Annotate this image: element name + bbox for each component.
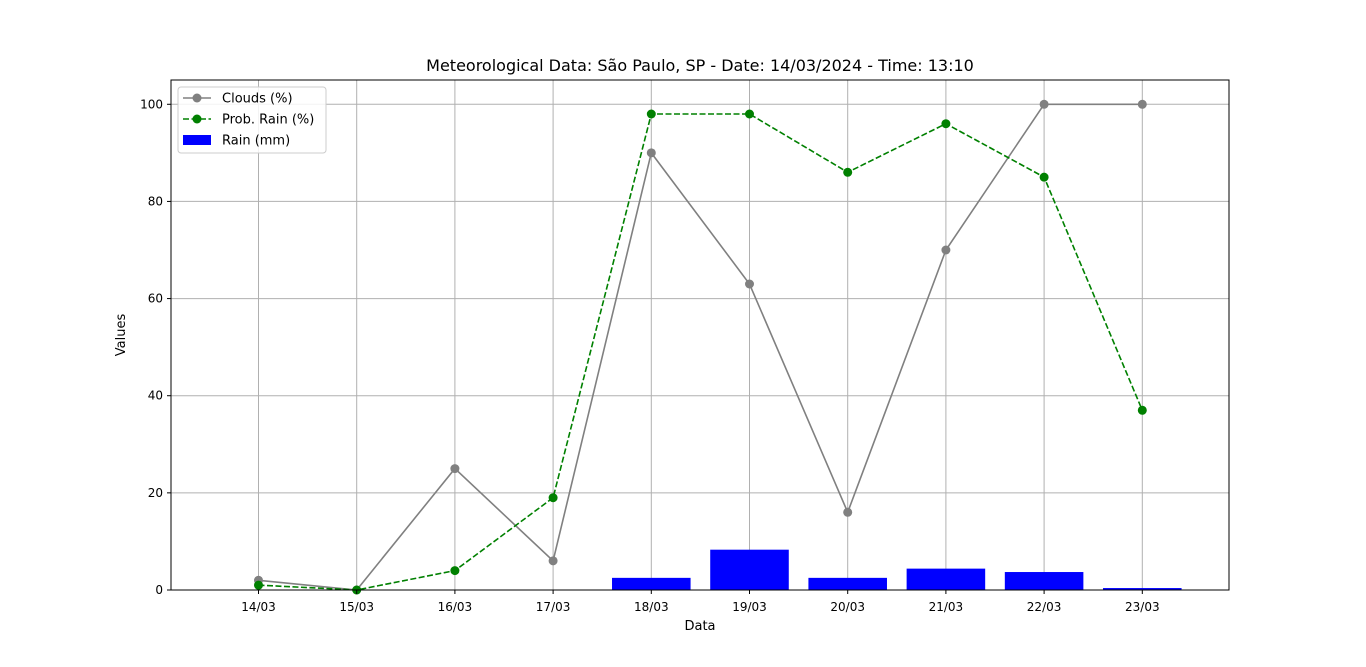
legend-label: Prob. Rain (%)	[222, 113, 314, 128]
x-tick-label: 23/03	[1125, 600, 1160, 614]
legend-label: Rain (mm)	[222, 134, 290, 149]
series-point	[1039, 172, 1049, 182]
x-tick-label: 18/03	[634, 600, 669, 614]
series-point	[941, 119, 951, 129]
legend-items: Clouds (%) Prob. Rain (%) Rain (mm)	[183, 92, 314, 149]
x-tick-label: 22/03	[1027, 600, 1062, 614]
line-series	[254, 99, 1147, 595]
legend-box	[177, 86, 327, 154]
series-point	[548, 493, 558, 503]
series-point	[941, 245, 951, 255]
y-axis-label: Values	[114, 314, 129, 357]
series-point	[745, 109, 754, 119]
bar-series	[612, 549, 1182, 590]
series-point	[843, 167, 853, 177]
series-point	[450, 566, 460, 576]
x-tick-label: 15/03	[339, 600, 374, 614]
y-tick-label: 20	[148, 486, 163, 500]
x-axis-ticks: 14/03 15/03 16/03 17/03 18/03 19/03 20/03 21/03…	[241, 590, 1160, 614]
legend-bar-swatch	[183, 135, 211, 145]
rain-bar	[710, 549, 789, 590]
legend-marker	[192, 93, 202, 103]
y-tick-label: 100	[140, 97, 163, 111]
series-line	[258, 113, 1144, 591]
series-line	[258, 103, 1143, 591]
series-point	[1137, 99, 1147, 109]
series-point	[254, 580, 263, 590]
x-tick-label: 21/03	[929, 600, 964, 614]
rain-bar	[612, 577, 691, 590]
series-point	[646, 148, 656, 158]
series-point	[646, 109, 656, 119]
x-axis-label: Data	[684, 619, 715, 634]
series-point	[450, 464, 460, 474]
rain-bar	[1103, 588, 1182, 590]
x-tick-label: 14/03	[241, 600, 276, 614]
series-point	[1039, 99, 1049, 109]
series-point	[548, 556, 558, 566]
rain-bar	[808, 577, 887, 590]
x-tick-label: 20/03	[830, 600, 865, 614]
series-point	[745, 279, 754, 289]
rain-bar	[1004, 572, 1084, 590]
plot-frame	[170, 79, 1230, 591]
legend-marker	[192, 114, 202, 124]
y-tick-label: 0	[155, 583, 163, 597]
legend-label: Clouds (%)	[222, 92, 293, 107]
y-axis-ticks: 0 20 40 60 80 100	[140, 97, 171, 597]
x-tick-label: 16/03	[438, 600, 473, 614]
series-point	[843, 507, 853, 517]
legend: Clouds (%) Prob. Rain (%) Rain (mm)	[177, 86, 327, 154]
x-tick-label: 19/03	[732, 600, 767, 614]
x-tick-label: 17/03	[536, 600, 571, 614]
series-point	[1137, 405, 1147, 415]
rain-bar	[906, 568, 986, 590]
chart-title: Meteorological Data: São Paulo, SP - Dat…	[426, 56, 974, 75]
y-tick-label: 80	[148, 194, 163, 208]
y-tick-label: 40	[148, 389, 163, 403]
y-tick-label: 60	[148, 292, 163, 306]
